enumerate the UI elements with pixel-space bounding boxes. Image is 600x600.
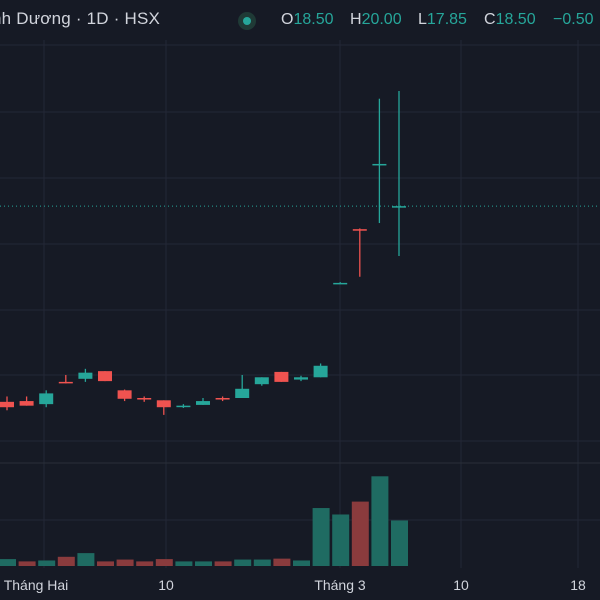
high-value: H20.00 [350, 11, 402, 28]
volume-bar [214, 561, 232, 566]
candle-body [117, 390, 132, 399]
candle-body [235, 388, 250, 398]
candle-body [333, 282, 348, 285]
volume-bar [312, 508, 330, 566]
candle-body [352, 229, 367, 231]
candle-body [39, 393, 54, 405]
candle-body [294, 377, 308, 380]
x-tick-label: Tháng 3 [314, 577, 366, 593]
candle-body [392, 206, 406, 208]
chart-header: nh Dương · 1D · HSX O18.50 H20.00 L17.85… [0, 0, 600, 40]
candle-body [137, 398, 152, 400]
volume-bar [97, 561, 114, 566]
candle-body [215, 398, 230, 400]
candle-body [313, 365, 328, 378]
volume-bar [253, 559, 271, 566]
volume-bar [0, 559, 16, 566]
x-tick-label: Tháng Hai [4, 577, 69, 593]
volume-bar [77, 553, 95, 566]
x-tick-label: 10 [453, 577, 469, 593]
volume-bar [371, 476, 389, 566]
volume-bar [293, 560, 310, 566]
candle-body [58, 381, 73, 384]
volume-bar [57, 556, 75, 566]
volume-bar [175, 561, 193, 566]
volume-bar [195, 561, 212, 566]
volume-bar [234, 559, 252, 566]
open-value: O18.50 [281, 11, 334, 28]
candle-body [196, 401, 210, 405]
x-tick-label: 10 [158, 577, 174, 593]
volume-bar [155, 559, 173, 566]
candle-body [78, 372, 93, 379]
candle-body [156, 400, 171, 408]
symbol-title[interactable]: nh Dương · 1D · HSX [0, 9, 161, 28]
market-status-icon[interactable] [238, 12, 256, 30]
volume-bar [273, 558, 291, 566]
volume-bar [332, 514, 350, 566]
candle-body [19, 401, 34, 406]
candle-body [254, 377, 269, 385]
candle-body [0, 401, 14, 408]
candle-body [98, 371, 112, 382]
volume-bar [116, 559, 134, 566]
x-tick-label: 18 [570, 577, 586, 593]
candle-body [372, 163, 387, 166]
change-value: −0.50 [553, 11, 594, 28]
close-value: C18.50 [484, 11, 536, 28]
volume-bar [18, 561, 36, 566]
candle-body [176, 405, 191, 408]
volume-bar [136, 561, 154, 566]
volume-bar [351, 501, 369, 566]
low-value: L17.85 [418, 11, 467, 28]
candle-body [274, 371, 289, 382]
volume-bar [391, 520, 408, 566]
volume-bar [38, 560, 56, 566]
